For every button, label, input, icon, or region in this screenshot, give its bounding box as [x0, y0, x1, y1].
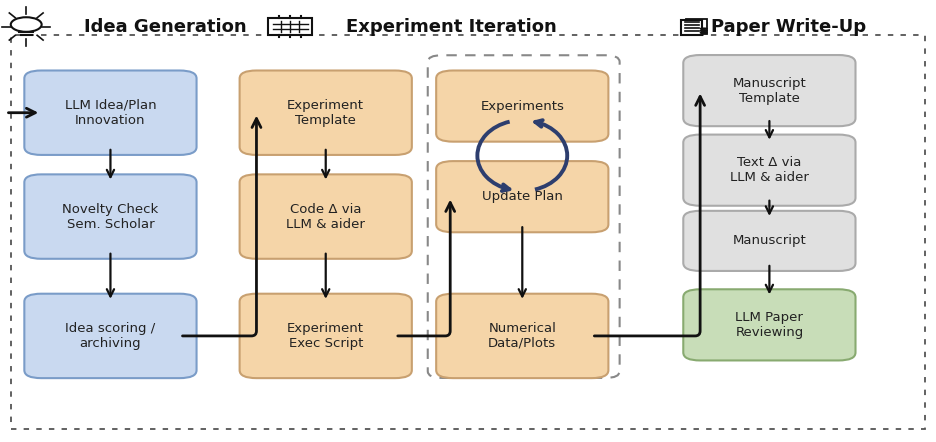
- Text: Manuscript
Template: Manuscript Template: [733, 76, 806, 105]
- FancyBboxPatch shape: [240, 293, 412, 378]
- Bar: [686, 19, 708, 34]
- FancyBboxPatch shape: [683, 289, 856, 361]
- Bar: [11, 35, 925, 429]
- Text: LLM Idea/Plan
Innovation: LLM Idea/Plan Innovation: [65, 99, 156, 127]
- FancyBboxPatch shape: [24, 293, 197, 378]
- Text: Idea scoring /
archiving: Idea scoring / archiving: [66, 322, 155, 350]
- Text: Text Δ via
LLM & aider: Text Δ via LLM & aider: [730, 156, 809, 184]
- Text: Experiments: Experiments: [480, 99, 564, 113]
- FancyBboxPatch shape: [683, 211, 856, 271]
- Text: Update Plan: Update Plan: [482, 190, 563, 203]
- FancyBboxPatch shape: [24, 174, 197, 259]
- Text: Novelty Check
Sem. Scholar: Novelty Check Sem. Scholar: [63, 202, 158, 231]
- FancyBboxPatch shape: [436, 161, 608, 232]
- FancyBboxPatch shape: [683, 55, 856, 126]
- FancyBboxPatch shape: [240, 174, 412, 259]
- Text: Experiment
Exec Script: Experiment Exec Script: [287, 322, 364, 350]
- FancyBboxPatch shape: [436, 293, 608, 378]
- Text: Code Δ via
LLM & aider: Code Δ via LLM & aider: [286, 202, 365, 231]
- Text: Experiment Iteration: Experiment Iteration: [346, 18, 557, 35]
- Bar: [681, 20, 702, 35]
- FancyBboxPatch shape: [436, 70, 608, 141]
- Text: Numerical
Data/Plots: Numerical Data/Plots: [489, 322, 556, 350]
- FancyBboxPatch shape: [24, 70, 197, 155]
- FancyBboxPatch shape: [240, 70, 412, 155]
- FancyBboxPatch shape: [683, 134, 856, 206]
- Text: Experiment
Template: Experiment Template: [287, 99, 364, 127]
- Text: Idea Generation: Idea Generation: [84, 18, 247, 35]
- Text: LLM Paper
Reviewing: LLM Paper Reviewing: [736, 311, 803, 339]
- Text: Paper Write-Up: Paper Write-Up: [711, 18, 867, 35]
- Text: Manuscript: Manuscript: [733, 234, 806, 248]
- Bar: [269, 19, 312, 34]
